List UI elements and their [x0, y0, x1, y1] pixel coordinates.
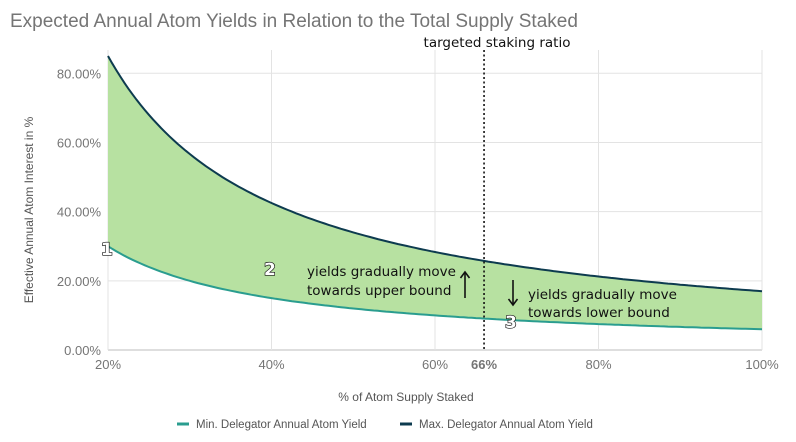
x-tick-label: 100% — [745, 357, 779, 372]
legend-item-min: Min. Delegator Annual Atom Yield — [177, 419, 367, 431]
yield-range-area — [108, 56, 762, 330]
x-tick-target: 66% — [471, 357, 497, 372]
arrow-up-icon — [459, 270, 471, 298]
lower-bound-text-line1: yields gradually move — [528, 287, 677, 303]
y-tick-label: 20.00% — [57, 274, 102, 289]
x-tick-label: 60% — [422, 357, 448, 372]
y-tick-label: 40.00% — [57, 205, 102, 220]
arrow-down-icon — [507, 280, 519, 307]
legend-item-max: Max. Delegator Annual Atom Yield — [400, 419, 593, 431]
legend-label-min: Min. Delegator Annual Atom Yield — [196, 419, 367, 431]
upper-bound-text-line1: yields gradually move — [307, 264, 456, 280]
y-tick-label: 80.00% — [57, 66, 102, 81]
x-axis-title: % of Atom Supply Staked — [338, 390, 473, 404]
lower-bound-text-line2: towards lower bound — [528, 305, 670, 321]
x-tick-label: 20% — [95, 357, 121, 372]
marker-3: 3 — [505, 313, 517, 333]
upper-bound-text-line2: towards upper bound — [307, 283, 451, 299]
x-tick-label: 40% — [258, 357, 284, 372]
chart-title: Expected Annual Atom Yields in Relation … — [10, 11, 578, 32]
x-axis-ticks: 20% 40% 60% 80% 100% — [95, 357, 779, 372]
marker-2: 2 — [264, 260, 276, 280]
legend: Min. Delegator Annual Atom Yield Max. De… — [177, 419, 593, 431]
x-tick-label: 80% — [585, 357, 611, 372]
series-line-min-yield — [107, 245, 763, 331]
legend-label-max: Max. Delegator Annual Atom Yield — [419, 419, 593, 431]
series-line-max-yield — [107, 55, 763, 293]
y-tick-label: 0.00% — [64, 343, 101, 358]
y-axis-ticks: 0.00% 20.00% 40.00% 60.00% 80.00% — [57, 66, 102, 358]
marker-1: 1 — [101, 240, 113, 260]
y-axis-title: Effective Annual Atom Interest in % — [22, 116, 36, 303]
y-tick-label: 60.00% — [57, 135, 102, 150]
targeted-staking-ratio-label: targeted staking ratio — [424, 35, 571, 51]
